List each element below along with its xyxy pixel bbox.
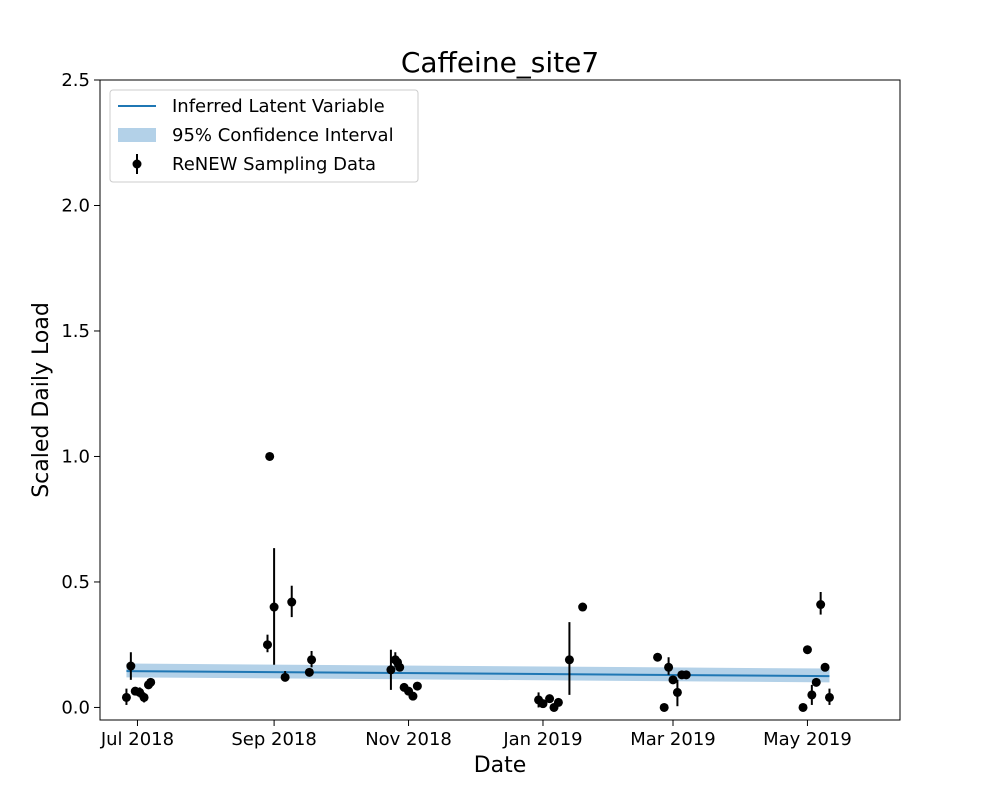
plot-frame	[99, 79, 901, 721]
x-tick-label: Mar 2019	[630, 729, 716, 750]
y-tick-label: 2.5	[61, 70, 90, 91]
y-tick-label: 1.5	[61, 321, 90, 342]
data-point	[280, 672, 290, 682]
chart-title: Caffeine_site7	[401, 46, 599, 79]
data-point	[307, 655, 317, 665]
data-point	[659, 702, 669, 712]
data-point	[412, 681, 422, 691]
legend-label: Inferred Latent Variable	[172, 96, 385, 117]
x-axis-title: Date	[474, 753, 527, 778]
data-point	[395, 662, 405, 672]
y-tick-label: 1.0	[61, 446, 90, 467]
data-point	[553, 697, 563, 707]
latent-line	[126, 670, 830, 678]
data-point	[262, 640, 272, 650]
data-point	[811, 677, 821, 687]
data-point	[146, 677, 156, 687]
data-point	[538, 699, 548, 709]
x-tick-label: Jul 2018	[100, 729, 174, 750]
x-tick-label: Sep 2018	[231, 729, 316, 750]
data-point	[681, 670, 691, 680]
data-point	[820, 662, 830, 672]
legend: Inferred Latent Variable 95% Confidence I…	[109, 89, 419, 183]
data-point	[269, 602, 279, 612]
legend-band-swatch	[118, 128, 156, 142]
legend-box	[109, 89, 419, 183]
data-point	[664, 662, 674, 672]
data-point	[139, 692, 149, 702]
axis-ticks: 0.0 0.5 1.0 1.5 2.0 2.5 Jul 2018 Sep 2018 Nov 20…	[61, 70, 851, 750]
data-point	[545, 694, 555, 704]
data-point	[578, 602, 588, 612]
y-axis-title: Scaled Daily Load	[29, 302, 54, 498]
data-point	[653, 652, 663, 662]
y-tick-label: 2.0	[61, 195, 90, 216]
data-point	[386, 665, 396, 675]
data-point	[824, 692, 834, 702]
data-point	[408, 691, 418, 701]
plot-area	[121, 451, 834, 712]
data-point	[121, 692, 131, 702]
data-point	[802, 645, 812, 655]
data-point	[304, 667, 314, 677]
legend-point-swatch	[132, 159, 142, 169]
x-tick-label: Nov 2018	[365, 729, 452, 750]
legend-label: 95% Confidence Interval	[172, 125, 394, 146]
y-tick-label: 0.0	[61, 697, 90, 718]
data-point	[807, 690, 817, 700]
data-point	[287, 597, 297, 607]
y-tick-label: 0.5	[61, 572, 90, 593]
x-tick-label: Jan 2019	[502, 729, 582, 750]
data-point	[265, 451, 275, 461]
data-point	[672, 687, 682, 697]
x-tick-label: May 2019	[763, 729, 852, 750]
data-point	[798, 702, 808, 712]
data-point	[564, 655, 574, 665]
data-point	[668, 675, 678, 685]
data-point	[816, 600, 826, 610]
data-point	[126, 661, 136, 671]
legend-label: ReNEW Sampling Data	[172, 154, 376, 175]
